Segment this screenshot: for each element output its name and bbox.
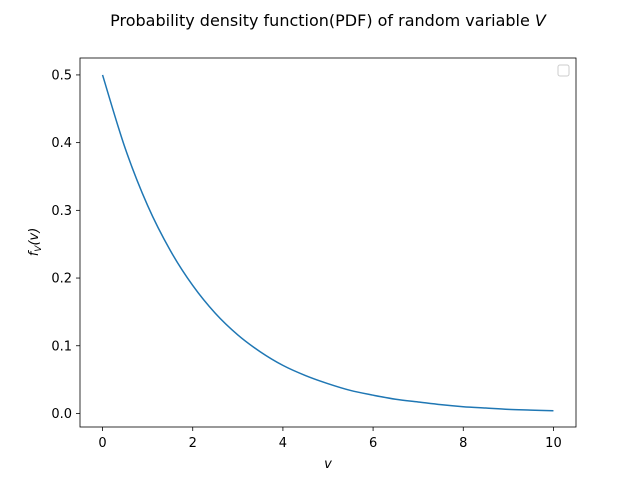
chart-title-variable: V xyxy=(535,11,547,30)
y-tick-label: 0.3 xyxy=(51,204,72,219)
x-tick-label: 6 xyxy=(369,436,377,451)
y-tick-label: 0.4 xyxy=(51,136,72,151)
x-tick-label: 10 xyxy=(545,436,562,451)
y-axis-label-argument: (v) xyxy=(27,228,42,246)
plot-frame xyxy=(79,57,577,428)
y-tick-label: 0.2 xyxy=(51,272,72,287)
series-line xyxy=(101,74,554,412)
y-axis-ticks: 0.0 0.1 0.2 0.3 0.4 0.5 xyxy=(51,68,80,422)
x-tick-label: 4 xyxy=(279,436,287,451)
x-axis-ticks: 0 2 4 6 8 10 xyxy=(98,427,562,451)
x-tick-label: 2 xyxy=(189,436,197,451)
y-axis-label-subscript: V xyxy=(34,245,44,252)
y-axis-label-f: f xyxy=(27,249,42,256)
y-tick-label: 0.5 xyxy=(51,68,72,83)
plot-area xyxy=(80,58,576,427)
y-tick-label: 0.0 xyxy=(51,407,72,422)
legend-box xyxy=(557,64,570,77)
x-tick-label: 8 xyxy=(459,436,467,451)
chart-title-text: Probability density function(PDF) of ran… xyxy=(110,11,535,30)
x-tick-label: 0 xyxy=(98,436,106,451)
y-tick-label: 0.1 xyxy=(51,339,72,354)
chart-title: Probability density function(PDF) of ran… xyxy=(110,11,547,30)
y-axis-label: fV(v) xyxy=(27,228,44,257)
x-axis-label: v xyxy=(324,457,332,472)
